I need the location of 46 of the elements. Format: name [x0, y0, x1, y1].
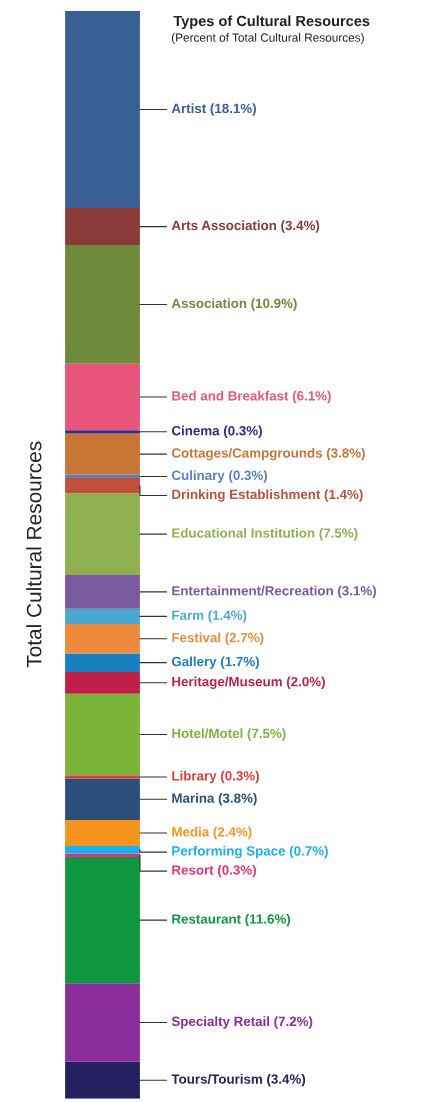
- data-label: Association (10.9%): [171, 298, 297, 311]
- bar: [65, 775, 140, 779]
- data-label: Entertainment/Recreation (3.1%): [172, 585, 376, 599]
- data-label: Media (2.4%): [172, 826, 252, 840]
- bar: [65, 983, 140, 1062]
- bar: [65, 608, 140, 624]
- text: (Percent of Total Cultural Resources): [171, 33, 364, 45]
- data-label: Cottages/Campgrounds (3.8%): [171, 447, 365, 461]
- data-label: Tours/Tourism (3.4%): [171, 1073, 306, 1087]
- bar: [65, 478, 140, 494]
- data-label: Library (0.3%): [172, 770, 259, 784]
- bar: [65, 493, 140, 575]
- bar: [65, 693, 140, 776]
- bar: [65, 653, 140, 672]
- data-label: Heritage/Museum (2.0%): [172, 676, 325, 690]
- bar: [65, 433, 140, 475]
- bar: [65, 11, 140, 209]
- data-label: Artist (18.1%): [171, 103, 256, 116]
- text: Types of Cultural Resources: [173, 15, 370, 30]
- data-label: Arts Association (3.4%): [171, 220, 320, 233]
- data-label: Gallery (1.7%): [171, 656, 259, 669]
- data-label: Educational Institution (7.5%): [172, 527, 358, 541]
- bar: [65, 846, 140, 854]
- bar: [65, 671, 140, 694]
- data-label: Restaurant (11.6%): [172, 913, 291, 927]
- data-label: Marina (3.8%): [172, 793, 257, 806]
- y-axis-title: Total Cultural Resources: [26, 441, 42, 668]
- bar: [65, 819, 140, 847]
- bar: [65, 574, 140, 609]
- data-label: Bed and Breakfast (6.1%): [172, 390, 331, 404]
- data-label: Hotel/Motel (7.5%): [172, 728, 286, 741]
- data-label: Festival (2.7%): [172, 632, 264, 645]
- bar: [65, 1061, 140, 1099]
- data-label: Culinary (0.3%): [171, 470, 268, 483]
- data-label: Cinema (0.3%): [171, 425, 262, 439]
- bar: [65, 245, 140, 364]
- data-label: Resort (0.3%): [172, 864, 256, 878]
- data-label: Specialty Retail (7.2%): [171, 1016, 313, 1029]
- bar: [65, 208, 140, 246]
- bar: [65, 778, 140, 820]
- data-label: Performing Space (0.7%): [172, 845, 328, 859]
- data-label: Drinking Establishment (1.4%): [172, 489, 363, 502]
- bar: [65, 856, 140, 984]
- bar: [65, 623, 140, 654]
- bar: [65, 363, 140, 431]
- data-label: Farm (1.4%): [172, 610, 247, 623]
